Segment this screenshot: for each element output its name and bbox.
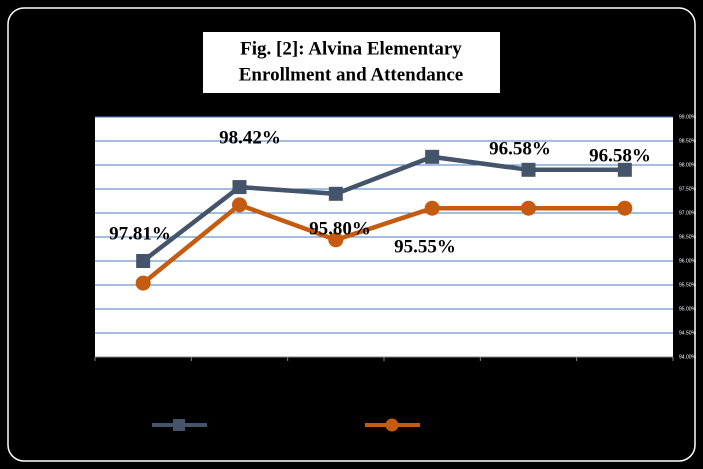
y2-tick-label: 98.50%: [679, 138, 697, 144]
marker: [136, 254, 151, 268]
y2-tick-label: 96.50%: [679, 234, 697, 240]
marker: [135, 275, 151, 291]
y2-tick-label: 94.00%: [679, 354, 697, 360]
marker: [328, 232, 344, 248]
marker: [424, 200, 440, 216]
y2-tick-label: 96.00%: [679, 258, 697, 264]
annotation: 95.80%: [309, 218, 371, 239]
marker: [232, 180, 247, 195]
legend-marker: [173, 419, 185, 431]
annotation: 96.58%: [489, 138, 551, 159]
marker: [617, 162, 632, 177]
legend-marker: [385, 418, 399, 432]
y2-tick-label: 99.00%: [679, 114, 697, 120]
legend: [152, 418, 420, 432]
title-box: [203, 32, 500, 93]
annotation: 98.42%: [219, 127, 281, 148]
annotation: 95.55%: [394, 236, 456, 257]
y2-tick-label: 97.00%: [679, 210, 697, 216]
y2-tick-label: 94.50%: [679, 330, 697, 336]
chart-title: Enrollment and Attendance: [239, 64, 464, 85]
marker: [425, 149, 440, 164]
annotation: 97.81%: [109, 223, 171, 244]
y2-tick-label: 95.50%: [679, 282, 697, 288]
marker: [232, 197, 247, 213]
marker: [521, 162, 536, 177]
marker: [521, 200, 536, 216]
series-line: [141, 154, 625, 263]
y2-tick-label: 98.00%: [679, 162, 697, 168]
annotation: 96.58%: [589, 145, 651, 166]
marker: [617, 200, 633, 216]
series-line: [141, 202, 625, 285]
marker: [328, 186, 343, 201]
y2-tick-label: 97.50%: [679, 186, 697, 192]
y2-tick-label: 95.00%: [679, 306, 697, 312]
chart-title: Fig. [2]: Alvina Elementary: [240, 38, 462, 59]
